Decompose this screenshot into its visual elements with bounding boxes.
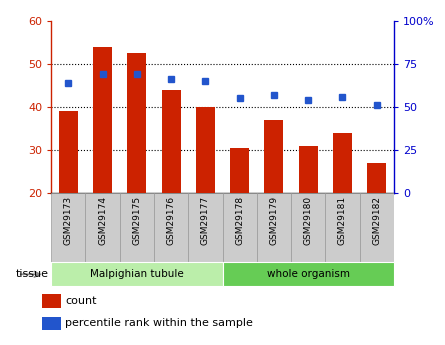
Bar bbox=[93, 47, 112, 193]
Text: GSM29181: GSM29181 bbox=[338, 196, 347, 245]
Bar bbox=[59, 111, 78, 193]
Bar bbox=[127, 53, 146, 193]
Bar bbox=[42, 317, 61, 330]
Bar bbox=[299, 146, 318, 193]
Bar bbox=[51, 193, 85, 262]
Text: count: count bbox=[65, 296, 97, 306]
Text: GSM29177: GSM29177 bbox=[201, 196, 210, 245]
Bar bbox=[325, 193, 360, 262]
Bar bbox=[222, 193, 257, 262]
Bar bbox=[154, 193, 188, 262]
Bar bbox=[230, 148, 249, 193]
Text: GSM29179: GSM29179 bbox=[269, 196, 279, 245]
Text: tissue: tissue bbox=[16, 269, 49, 279]
Bar bbox=[85, 193, 120, 262]
Text: GSM29176: GSM29176 bbox=[166, 196, 176, 245]
Bar bbox=[367, 163, 386, 193]
Bar bbox=[360, 193, 394, 262]
Bar bbox=[42, 294, 61, 308]
Text: GSM29178: GSM29178 bbox=[235, 196, 244, 245]
Bar bbox=[291, 193, 325, 262]
Bar bbox=[222, 262, 394, 286]
Text: GSM29182: GSM29182 bbox=[372, 196, 381, 245]
Bar bbox=[257, 193, 291, 262]
Bar bbox=[162, 90, 181, 193]
Text: Malpighian tubule: Malpighian tubule bbox=[90, 269, 184, 279]
Bar bbox=[51, 262, 223, 286]
Text: GSM29180: GSM29180 bbox=[303, 196, 313, 245]
Bar bbox=[264, 120, 283, 193]
Bar bbox=[333, 133, 352, 193]
Bar bbox=[120, 193, 154, 262]
Text: percentile rank within the sample: percentile rank within the sample bbox=[65, 318, 253, 328]
Bar bbox=[188, 193, 222, 262]
Text: GSM29175: GSM29175 bbox=[132, 196, 142, 245]
Text: GSM29174: GSM29174 bbox=[98, 196, 107, 245]
Text: GSM29173: GSM29173 bbox=[64, 196, 73, 245]
Text: whole organism: whole organism bbox=[267, 269, 350, 279]
Bar bbox=[196, 107, 215, 193]
